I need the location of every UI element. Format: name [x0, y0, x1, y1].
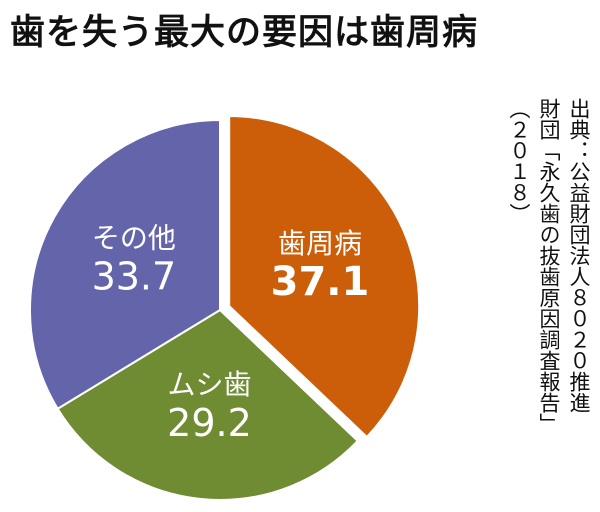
slice-label-1: 歯周病	[278, 227, 362, 260]
slice-value-1: 37.1	[271, 259, 370, 305]
slice-value-2: 29.2	[167, 401, 252, 445]
chart-title: 歯を失う最大の要因は歯周病	[10, 13, 479, 53]
pie-slice-1	[228, 115, 421, 439]
pie-slice-2	[56, 308, 360, 501]
slice-label-2: ムシ歯	[167, 368, 251, 401]
source-line-2: 財団「永久歯の抜歯原因調査報告」	[537, 98, 561, 434]
pie-slice-3	[29, 118, 221, 411]
slice-value-3: 33.7	[92, 255, 177, 299]
slice-label-3: その他	[92, 222, 176, 255]
source-line-1: 出典：公益財団法人８０２０推進	[567, 98, 591, 413]
source-line-3: （２０１８）	[507, 98, 531, 224]
